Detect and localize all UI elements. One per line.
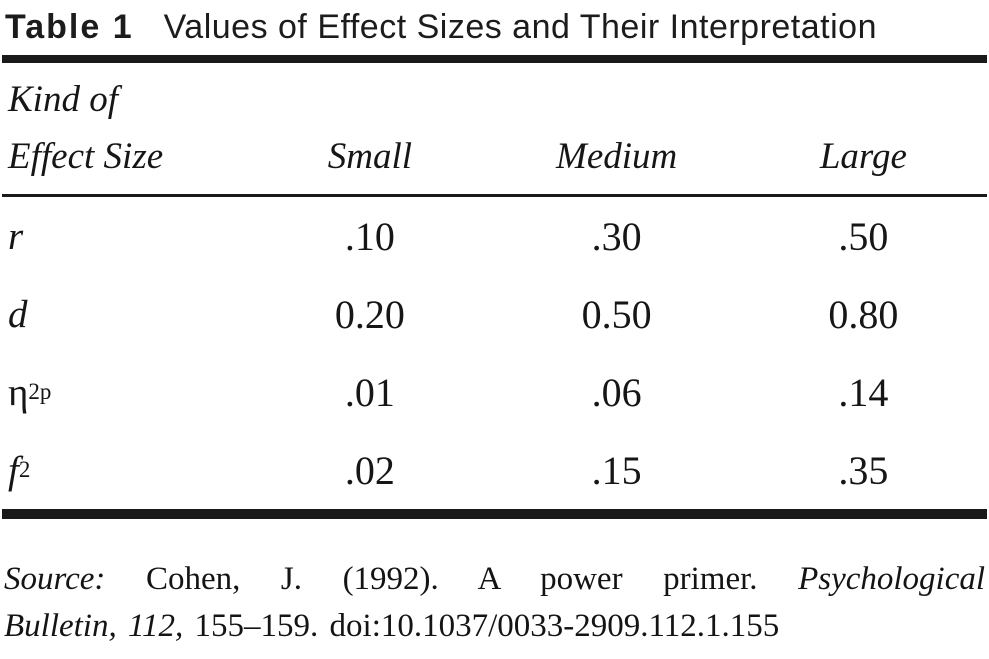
cell-eta-small: .01 [344, 369, 395, 415]
cell-d-medium: 0.50 [581, 291, 652, 337]
header-line-1: Kind of [8, 79, 118, 120]
column-header-large: Large [819, 136, 907, 177]
source-citation: Cohen, J. (1992). A power primer. [145, 561, 758, 597]
cell-f-large: .35 [838, 447, 889, 493]
journal-name-part2: Bulletin, 112, [4, 608, 184, 644]
column-header-medium: Medium [556, 136, 678, 177]
cell-f-small: .02 [344, 447, 395, 493]
column-header-small: Small [327, 136, 413, 177]
row-label-d: d [8, 292, 28, 336]
table-title: Values of Effect Sizes and Their Interpr… [163, 8, 877, 46]
cell-r-large: .50 [838, 213, 889, 259]
cell-r-small: .10 [344, 213, 395, 259]
cell-d-large: 0.80 [828, 291, 899, 337]
journal-name-part1: Psychological [798, 561, 986, 597]
header-line-2: Effect Size [8, 136, 164, 177]
cell-eta-medium: .06 [591, 369, 642, 415]
source-note: Source: Cohen, J. (1992). A power primer… [4, 556, 985, 650]
source-line-1: Source: Cohen, J. (1992). A power primer… [4, 556, 985, 603]
table-number: Table 1 [5, 8, 134, 46]
bottom-rule [2, 509, 987, 519]
table-caption: Table 1 Values of Effect Sizes and Their … [5, 6, 987, 48]
row-label-r: r [8, 214, 24, 258]
column-header-kind-of-effect-size: Kind of Effect Size [2, 63, 246, 194]
source-line-2: Bulletin, 112, 155–159. doi:10.1037/0033… [4, 603, 985, 650]
cell-f-medium: .15 [591, 447, 642, 493]
top-rule [2, 55, 987, 63]
effect-size-table: Kind of Effect Size Small Medium Large r… [2, 63, 987, 509]
cell-d-small: 0.20 [334, 291, 405, 337]
source-pages-doi: 155–159. doi:10.1037/0033-2909.112.1.155 [194, 608, 780, 644]
cell-r-medium: .30 [591, 213, 642, 259]
cell-eta-large: .14 [838, 369, 889, 415]
source-label: Source: [4, 561, 106, 597]
header-rule [2, 194, 987, 197]
